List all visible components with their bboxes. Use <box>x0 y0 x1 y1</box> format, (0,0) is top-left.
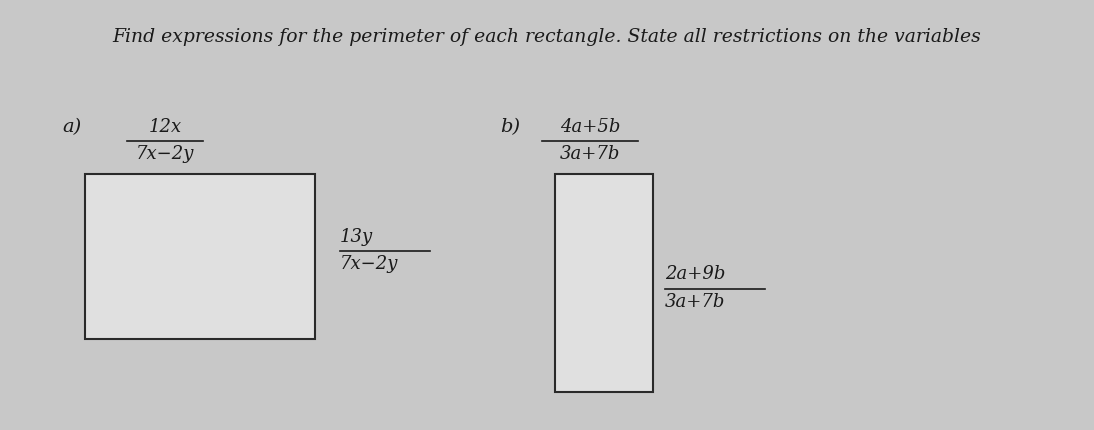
Text: Find expressions for the perimeter of each rectangle. State all restrictions on : Find expressions for the perimeter of ea… <box>113 28 981 46</box>
Text: b): b) <box>500 118 520 136</box>
Text: 2a+9b: 2a+9b <box>665 264 725 283</box>
Text: 4a+5b: 4a+5b <box>560 118 620 136</box>
Bar <box>555 175 653 392</box>
Bar <box>85 175 315 339</box>
Text: a): a) <box>62 118 81 136</box>
Text: 3a+7b: 3a+7b <box>665 292 725 310</box>
Text: 13y: 13y <box>340 227 373 246</box>
Text: 7x−2y: 7x−2y <box>136 144 195 163</box>
Text: 7x−2y: 7x−2y <box>340 255 398 272</box>
Text: 3a+7b: 3a+7b <box>560 144 620 163</box>
Text: 12x: 12x <box>149 118 182 136</box>
